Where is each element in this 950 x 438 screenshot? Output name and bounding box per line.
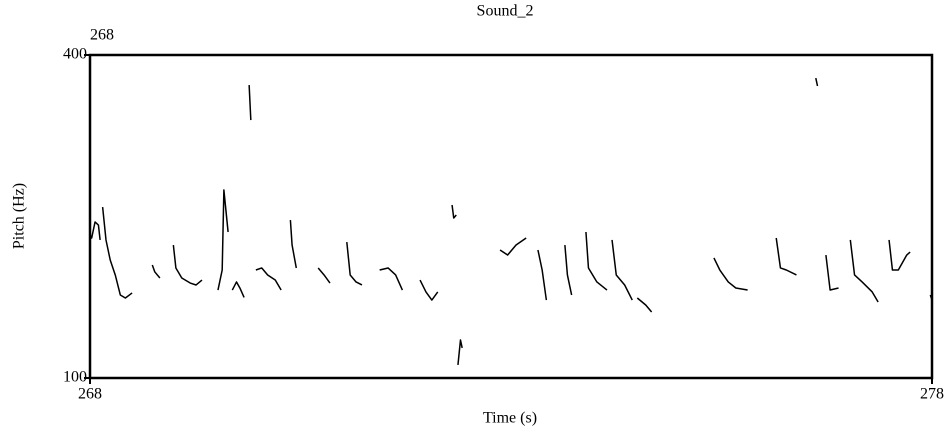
chart-title: Sound_2	[477, 3, 534, 20]
annotation: 268	[90, 27, 114, 44]
y-axis-label: Pitch (Hz)	[11, 183, 28, 249]
y-tick-label: 100	[63, 369, 87, 386]
x-tick-label: 268	[78, 386, 102, 403]
y-tick-label: 400	[63, 46, 87, 63]
plot-frame	[88, 53, 934, 380]
x-axis-label: Time (s)	[483, 410, 537, 427]
pitch-contour	[89, 77, 933, 366]
x-tick-label: 278	[920, 386, 944, 403]
